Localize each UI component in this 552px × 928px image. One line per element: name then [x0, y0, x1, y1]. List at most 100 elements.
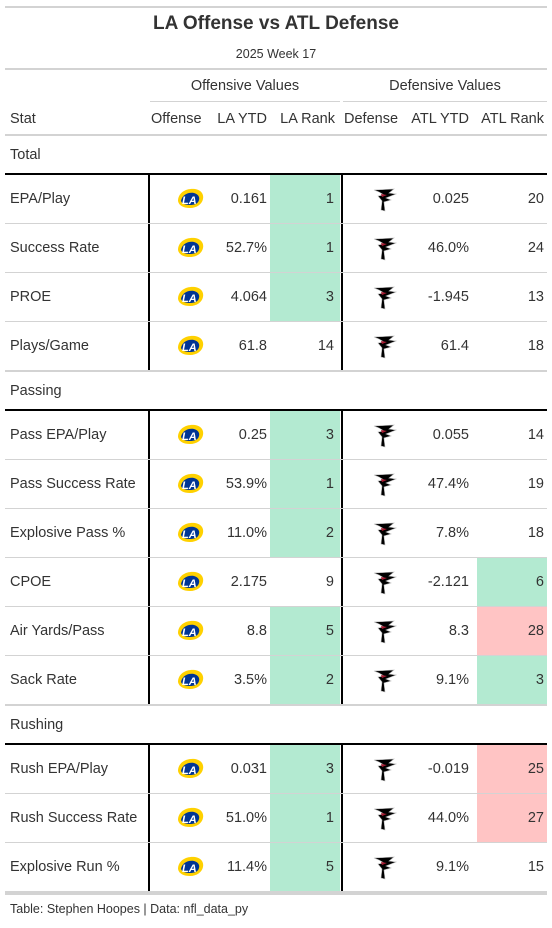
la-rank-highlight	[270, 224, 340, 272]
column-header-rule	[5, 134, 547, 136]
stat-name: Pass Success Rate	[10, 476, 136, 492]
top-rule	[5, 6, 547, 8]
table-row: PROE 4.064 3 -1.945 13 LA	[5, 273, 547, 322]
column-header-atl-ytd: ATL YTD	[411, 111, 469, 127]
atl-rank-value: 6	[535, 574, 544, 590]
atl-rank-value: 28	[527, 623, 544, 639]
group-underline-defensive	[343, 101, 547, 102]
row-separator	[5, 557, 547, 558]
column-header-la-rank: LA Rank	[280, 111, 335, 127]
svg-text:LA: LA	[182, 863, 197, 875]
atl-ytd-value: 46.0%	[427, 240, 469, 256]
la-rank-value: 14	[317, 338, 334, 354]
offense-logo: LA	[175, 570, 205, 599]
atl-ytd-value: 47.4%	[427, 476, 469, 492]
la-ytd-value: 11.4%	[226, 859, 267, 875]
la-rank-value: 2	[325, 525, 334, 541]
atl-ytd-value: 0.025	[432, 191, 469, 207]
atl-rank-highlight	[477, 656, 547, 704]
la-rank-highlight	[270, 411, 340, 459]
table-row: Explosive Run % 11.4% 5 9.1% 15 LA	[5, 843, 547, 892]
stat-name: Air Yards/Pass	[10, 623, 105, 639]
offense-logo: LA	[175, 423, 205, 452]
offense-logo: LA	[175, 285, 205, 314]
la-ytd-value: 52.7%	[225, 240, 267, 256]
svg-text:LA: LA	[182, 480, 197, 492]
atl-ytd-value: 9.1%	[435, 672, 469, 688]
column-header-stat: Stat	[10, 111, 36, 127]
defense-logo	[372, 569, 398, 600]
atl-ytd-value: -1.945	[427, 289, 469, 305]
table-row: Air Yards/Pass 8.8 5 8.3 28 LA	[5, 607, 547, 656]
section-rule	[5, 173, 547, 175]
atl-rank-value: 18	[527, 338, 544, 354]
la-rank-highlight	[270, 460, 340, 508]
table-row: Explosive Pass % 11.0% 2 7.8% 18 LA	[5, 509, 547, 558]
falcons-logo-icon	[373, 237, 398, 261]
table-footer: Table: Stephen Hoopes | Data: nfl_data_p…	[10, 902, 249, 916]
la-rank-highlight	[270, 509, 340, 557]
defense-logo	[372, 284, 398, 315]
la-rank-value: 1	[325, 191, 334, 207]
rams-logo-icon: LA	[178, 669, 204, 689]
la-rank-value: 1	[325, 810, 334, 826]
group-underline-offensive	[150, 101, 340, 102]
falcons-logo-icon	[373, 856, 398, 880]
defense-logo	[372, 422, 398, 453]
atl-rank-value: 27	[527, 810, 544, 826]
offense-logo: LA	[175, 855, 205, 884]
falcons-logo-icon	[373, 620, 398, 644]
atl-rank-value: 19	[527, 476, 544, 492]
row-separator	[5, 842, 547, 843]
svg-text:LA: LA	[182, 578, 197, 590]
la-ytd-value: 3.5%	[233, 672, 267, 688]
rams-logo-icon: LA	[178, 188, 204, 208]
la-ytd-value: 0.25	[238, 427, 267, 443]
group-header-offensive: Offensive Values	[190, 78, 300, 94]
offense-logo: LA	[175, 668, 205, 697]
stat-name: Pass EPA/Play	[10, 427, 107, 443]
row-separator	[5, 655, 547, 656]
row-separator	[5, 793, 547, 794]
section-end-rule	[5, 891, 547, 893]
section-end-rule	[5, 704, 547, 706]
defense-divider	[341, 409, 343, 704]
la-rank-value: 5	[325, 859, 334, 875]
defense-divider	[341, 743, 343, 891]
section-label: Passing	[10, 383, 62, 399]
atl-rank-highlight	[477, 745, 547, 793]
la-ytd-value: 0.161	[230, 191, 267, 207]
defense-logo	[372, 471, 398, 502]
la-rank-value: 2	[325, 672, 334, 688]
svg-text:LA: LA	[182, 293, 197, 305]
row-separator	[5, 272, 547, 273]
table-row: Success Rate 52.7% 1 46.0% 24 LA	[5, 224, 547, 273]
atl-ytd-value: 9.1%	[435, 859, 469, 875]
rams-logo-icon: LA	[178, 758, 204, 778]
la-ytd-value: 11.0%	[226, 525, 267, 541]
rams-logo-icon: LA	[178, 522, 204, 542]
la-ytd-value: 4.064	[230, 289, 267, 305]
rams-logo-icon: LA	[178, 856, 204, 876]
table-row: CPOE 2.175 9 -2.121 6 LA	[5, 558, 547, 607]
column-header-la-ytd: LA YTD	[217, 111, 267, 127]
bottom-rule	[5, 893, 547, 895]
atl-ytd-value: 0.055	[432, 427, 469, 443]
atl-rank-value: 15	[527, 859, 544, 875]
rams-logo-icon: LA	[178, 286, 204, 306]
atl-rank-value: 14	[527, 427, 544, 443]
stat-name: PROE	[10, 289, 52, 305]
stat-name: Explosive Pass %	[10, 525, 126, 541]
la-rank-highlight	[270, 745, 340, 793]
stat-name: Rush EPA/Play	[10, 761, 109, 777]
rams-logo-icon: LA	[178, 571, 204, 591]
rams-logo-icon: LA	[178, 237, 204, 257]
stat-name: EPA/Play	[10, 191, 71, 207]
la-rank-highlight	[270, 273, 340, 321]
offense-logo: LA	[175, 472, 205, 501]
atl-rank-value: 20	[527, 191, 544, 207]
svg-text:LA: LA	[182, 195, 197, 207]
stat-name: CPOE	[10, 574, 52, 590]
offense-logo: LA	[175, 619, 205, 648]
row-separator	[5, 508, 547, 509]
